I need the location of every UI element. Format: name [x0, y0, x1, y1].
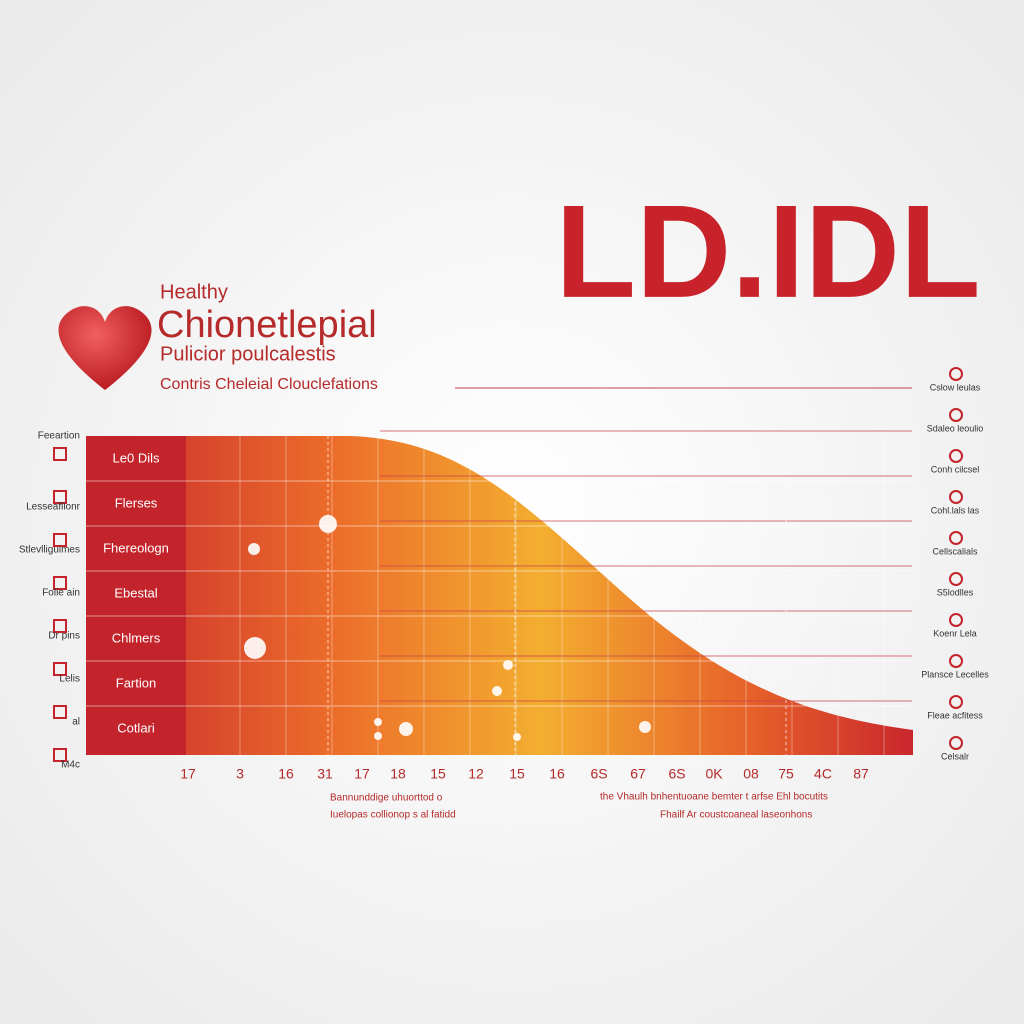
x-label: 17: [354, 766, 370, 782]
curve-area: [86, 436, 913, 755]
left-label: al: [72, 717, 80, 728]
x-label: 16: [549, 766, 565, 782]
row-label: Ebestal: [114, 585, 157, 600]
right-label: S5lodlles: [937, 587, 974, 597]
right-icon: [949, 572, 963, 586]
x-label: 12: [468, 766, 484, 782]
x-label: 3: [236, 766, 244, 782]
right-icon: [949, 449, 963, 463]
x-label: 6S: [590, 766, 607, 782]
right-icon: [949, 736, 963, 750]
dot: [639, 721, 651, 733]
footnote: Iuelopas collionop s al fatidd: [330, 810, 456, 821]
dot: [513, 733, 521, 741]
x-label: 16: [278, 766, 294, 782]
left-icon: [53, 576, 67, 590]
x-label: 15: [509, 766, 525, 782]
left-icon: [53, 662, 67, 676]
footnote: Bannunddige uhuorttod o: [330, 793, 443, 804]
dot: [319, 515, 337, 533]
dot: [248, 543, 260, 555]
row-label: Fartion: [116, 675, 156, 690]
right-label: Koenr Lela: [933, 628, 977, 638]
x-label: 31: [317, 766, 333, 782]
footnote: Fhailf Ar coustcoaneal laseonhons: [660, 810, 812, 821]
row-label: Le0 Dils: [113, 450, 160, 465]
left-icon: [53, 619, 67, 633]
right-icon: [949, 490, 963, 504]
heart-icon: [58, 306, 152, 390]
x-label: 4C: [814, 766, 832, 782]
left-label: Lelis: [59, 674, 80, 685]
footnote: the Vhaulh bnhentuoane bemter t arfse Eh…: [600, 792, 828, 803]
left-icon: [53, 490, 67, 504]
caption: Contris Cheleial Clouclefations: [160, 376, 378, 393]
right-label: Celsalr: [941, 751, 969, 761]
kicker: Healthy: [160, 281, 228, 303]
dot: [244, 637, 266, 659]
dot: [503, 660, 513, 670]
x-label: 87: [853, 766, 869, 782]
dot: [492, 686, 502, 696]
left-label: Stlevlliguimes: [19, 545, 80, 556]
row-label: Fhereologn: [103, 540, 169, 555]
row-label: Chlmers: [112, 630, 161, 645]
row-label: Flerses: [115, 495, 158, 510]
left-label: Dr pins: [48, 631, 80, 642]
right-label: Conh cilcsel: [931, 464, 980, 474]
left-label: Lesseaflionr: [26, 502, 81, 513]
x-label: 75: [778, 766, 794, 782]
x-label: 67: [630, 766, 646, 782]
right-icon: [949, 613, 963, 627]
generated: Le0 Dils Flerses Fhereologn Ebestal Chlmers F…: [19, 367, 989, 821]
left-label: Feeartion: [38, 431, 80, 442]
dot: [399, 722, 413, 736]
row-label: Cotlari: [117, 720, 155, 735]
title: Chionetlepial: [157, 304, 377, 346]
right-label: Cohl.lals las: [931, 505, 980, 515]
x-label: 0K: [705, 766, 723, 782]
right-label: Cslow leulas: [930, 382, 981, 392]
left-icon: [53, 748, 67, 762]
right-icon: [949, 367, 963, 381]
right-icon: [949, 654, 963, 668]
big-title: LD.IDL: [555, 178, 980, 325]
right-label: Sdaleo leoulio: [927, 423, 984, 433]
x-label: 15: [430, 766, 446, 782]
right-icon: [949, 531, 963, 545]
right-label: Plansce Lecelles: [921, 669, 989, 679]
dot: [374, 718, 382, 726]
x-label: 17: [180, 766, 196, 782]
left-label: Folie ain: [42, 588, 80, 599]
x-label: 6S: [668, 766, 685, 782]
left-icon: [53, 705, 67, 719]
right-icon: [949, 408, 963, 422]
row-label-column: [86, 436, 186, 755]
right-icon: [949, 695, 963, 709]
dot: [374, 732, 382, 740]
left-icon: [53, 533, 67, 547]
subtitle: Pulicior poulcalestis: [160, 343, 336, 365]
x-label: 08: [743, 766, 759, 782]
left-label: M4c: [61, 760, 80, 771]
right-label: Cellscalials: [932, 546, 978, 556]
left-icon: [53, 447, 67, 461]
x-label: 18: [390, 766, 406, 782]
right-label: Fleae acfitess: [927, 710, 983, 720]
